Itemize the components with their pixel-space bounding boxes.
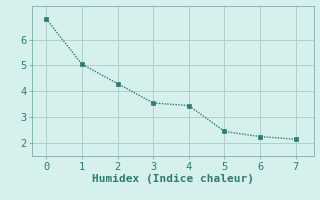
X-axis label: Humidex (Indice chaleur): Humidex (Indice chaleur) — [92, 174, 254, 184]
